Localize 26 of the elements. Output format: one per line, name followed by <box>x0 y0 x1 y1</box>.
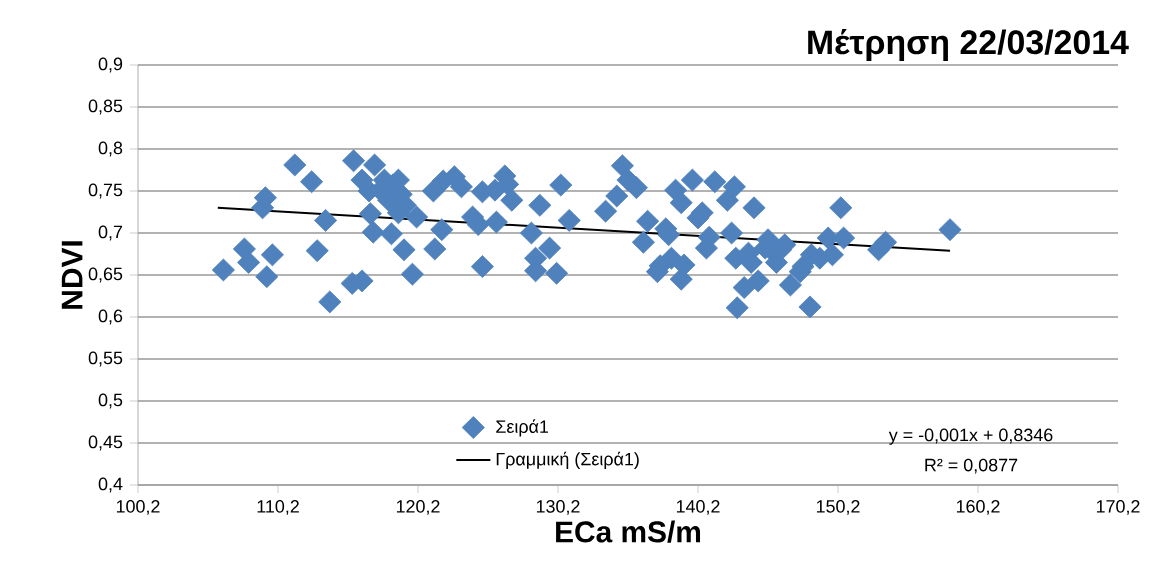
y-tick-label: 0,8 <box>98 141 123 157</box>
y-tick-label: 0,5 <box>98 393 123 409</box>
x-tick-label: 150,2 <box>816 500 860 515</box>
x-tick-label: 160,2 <box>956 500 1000 515</box>
x-tick-label: 140,2 <box>676 500 720 515</box>
annotation: R² = 0,0877 <box>925 458 1018 474</box>
y-tick-label: 0,65 <box>88 267 123 283</box>
x-tick-label: 110,2 <box>257 500 299 515</box>
y-tick-label: 0,6 <box>98 309 123 325</box>
y-tick-label: 0,45 <box>88 435 123 451</box>
chart-title: Μέτρηση 22/03/2014 <box>808 29 1129 61</box>
x-tick-label: 170,2 <box>1096 500 1140 515</box>
x-tick-label: 100,2 <box>116 500 160 515</box>
y-axis-title: NDVI <box>61 241 83 309</box>
annotation: y = -0,001x + 0,8346 <box>888 428 1053 445</box>
legend-label: Σειρά1 <box>496 419 549 437</box>
y-tick-label: 0,75 <box>88 183 123 199</box>
y-tick-label: 0,9 <box>98 57 123 73</box>
y-tick-label: 0,85 <box>88 99 123 115</box>
y-tick-label: 0,7 <box>98 225 123 241</box>
x-tick-label: 130,2 <box>536 500 580 515</box>
x-axis-title: ECa mS/m <box>556 520 701 543</box>
legend-label: Γραμμική (Σειρά1) <box>496 451 639 469</box>
x-tick-label: 120,2 <box>396 500 440 515</box>
y-tick-label: 0,4 <box>98 477 123 493</box>
y-tick-label: 0,55 <box>88 351 123 367</box>
